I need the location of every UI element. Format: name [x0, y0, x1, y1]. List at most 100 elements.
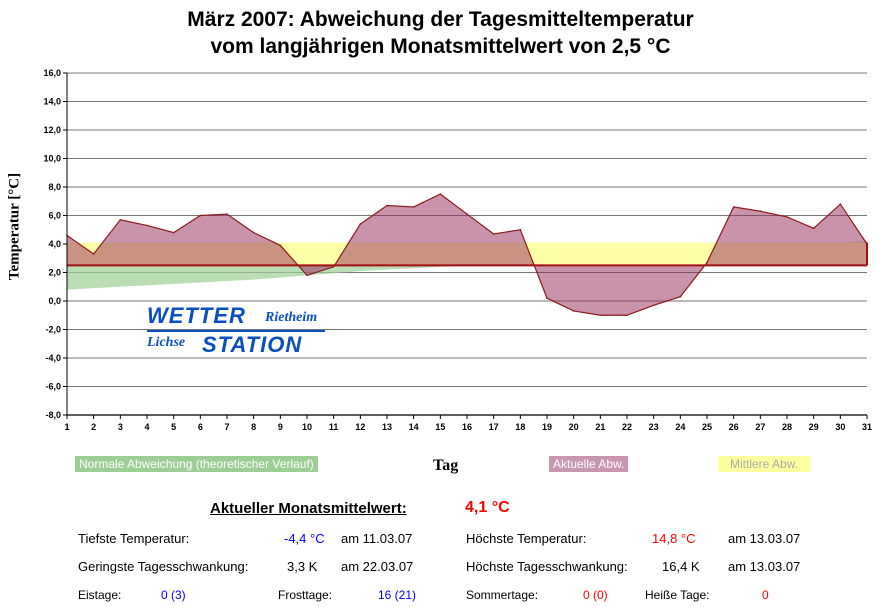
y-tick-label: -8,0 — [45, 410, 61, 420]
x-tick-label: 15 — [435, 422, 445, 432]
y-tick-label: -6,0 — [45, 382, 61, 392]
x-tick-label: 3 — [118, 422, 123, 432]
mean-value: 4,1 °C — [465, 499, 510, 516]
data-point — [786, 216, 788, 218]
min-range-date: am 22.03.07 — [341, 559, 414, 574]
legend-mean: Mittlere Abw. — [718, 456, 811, 472]
x-tick-label: 19 — [542, 422, 552, 432]
x-tick-label: 12 — [355, 422, 365, 432]
data-point — [706, 261, 708, 264]
y-tick-label: -2,0 — [45, 325, 61, 335]
x-tick-label: 14 — [409, 422, 419, 432]
min-temp-date: am 11.03.07 — [341, 531, 413, 546]
frost-days-label: Frosttage: — [278, 588, 333, 602]
x-tick-label: 4 — [144, 422, 149, 432]
data-point — [412, 206, 415, 208]
chart-title: März 2007: Abweichung der Tagesmitteltem… — [187, 8, 694, 58]
summer-days-value: 0 (0) — [583, 588, 608, 602]
min-range-label: Geringste Tagesschwankung: — [78, 559, 249, 574]
x-tick-label: 30 — [835, 422, 845, 432]
data-point — [146, 224, 148, 227]
max-temp-label: Höchste Temperatur: — [466, 531, 587, 546]
x-tick-label: 18 — [515, 422, 525, 432]
max-temp-date: am 13.03.07 — [728, 531, 801, 546]
y-tick-label: 0,0 — [48, 296, 61, 306]
data-point — [626, 314, 628, 317]
x-tick-label: 7 — [224, 422, 229, 432]
data-point — [172, 231, 175, 234]
x-tick-label: 31 — [862, 422, 872, 432]
data-point — [359, 223, 362, 225]
data-point — [839, 203, 842, 205]
data-point — [226, 213, 228, 215]
data-point — [759, 210, 762, 213]
x-tick-label: 27 — [755, 422, 765, 432]
data-point — [492, 233, 495, 235]
data-point — [119, 218, 122, 221]
x-axis-label: Tag — [433, 457, 459, 474]
x-tick-label: 25 — [702, 422, 712, 432]
data-point — [92, 253, 95, 255]
x-tick-label: 9 — [278, 422, 283, 432]
y-tick-label: 2,0 — [48, 268, 61, 278]
x-tick-label: 8 — [251, 422, 256, 432]
x-tick-label: 22 — [622, 422, 632, 432]
frost-days-value: 16 (21) — [378, 588, 417, 602]
x-tick-label: 21 — [595, 422, 605, 432]
x-tick-label: 10 — [302, 422, 312, 432]
max-range-date: am 13.03.07 — [728, 559, 801, 574]
ice-days-value: 0 (3) — [161, 588, 186, 602]
data-point — [599, 314, 602, 317]
y-tick-label: 6,0 — [48, 211, 61, 221]
mean-label: Aktueller Monatsmittelwert: — [210, 500, 407, 517]
y-tick-label: 14,0 — [43, 97, 61, 107]
x-tick-label: 17 — [489, 422, 499, 432]
y-tick-label: 4,0 — [48, 239, 61, 249]
x-tick-label: 26 — [729, 422, 739, 432]
x-tick-label: 6 — [198, 422, 203, 432]
data-point — [812, 227, 815, 230]
y-axis-label: Temperatur [°C] — [6, 172, 23, 281]
data-point — [546, 297, 548, 299]
max-temp-value: 14,8 °C — [652, 531, 696, 546]
data-point — [519, 228, 522, 231]
chart-area: -8,0 -6,0 -4,0 -2,0 0,0 2,0 4,0 6,0 8,0 10,0 12,0 1… — [43, 68, 872, 432]
x-tick-label: 20 — [569, 422, 579, 432]
hot-days-label: Heiße Tage: — [645, 588, 710, 602]
y-tick-label: 16,0 — [43, 68, 61, 78]
x-tick-label: 2 — [91, 422, 96, 432]
min-range-value: 3,3 K — [287, 559, 318, 574]
x-tick-label: 29 — [809, 422, 819, 432]
data-point — [279, 244, 282, 247]
x-tick-label: 5 — [171, 422, 176, 432]
data-point — [306, 274, 308, 277]
x-tick-label: 13 — [382, 422, 392, 432]
logo: WETTER Rietheim Lichse STATION — [147, 303, 327, 358]
data-point — [199, 214, 202, 217]
max-range-value: 16,4 K — [662, 559, 700, 574]
summer-days-label: Sommertage: — [466, 588, 539, 602]
y-tick-label: -4,0 — [45, 353, 61, 363]
min-temp-label: Tiefste Temperatur: — [78, 531, 190, 546]
ice-days-label: Eistage: — [78, 588, 122, 602]
max-range-label: Höchste Tagesschwankung: — [466, 559, 628, 574]
x-tick-label: 28 — [782, 422, 792, 432]
data-point — [252, 231, 255, 234]
data-point — [652, 304, 655, 307]
y-tick-label: 12,0 — [43, 125, 61, 135]
data-point — [572, 310, 575, 312]
y-tick-label: 10,0 — [43, 154, 61, 164]
data-point — [332, 266, 335, 268]
x-tick-label: 1 — [64, 422, 69, 432]
legend-normal: Normale Abweichung (theoretischer Verlau… — [75, 456, 318, 472]
data-point — [439, 193, 442, 195]
legend-actual: Aktuelle Abw. — [549, 456, 629, 472]
x-tick-label: 16 — [462, 422, 472, 432]
data-point — [679, 295, 682, 298]
data-point — [466, 213, 468, 215]
y-tick-label: 8,0 — [48, 182, 61, 192]
hot-days-value: 0 — [762, 588, 769, 602]
min-temp-value: -4,4 °C — [284, 531, 325, 546]
data-point — [386, 204, 388, 207]
data-point — [732, 206, 735, 208]
